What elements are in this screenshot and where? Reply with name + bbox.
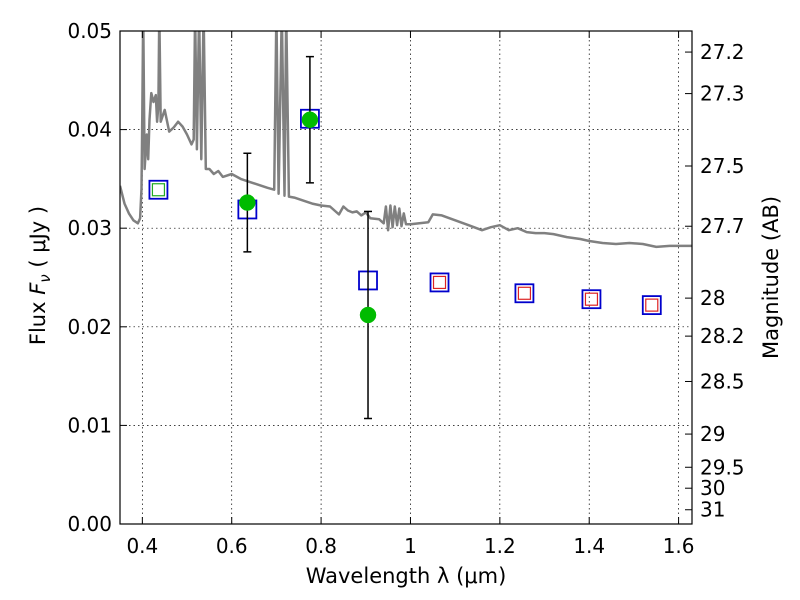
- model-point-inner: [645, 298, 659, 312]
- model-point: [641, 295, 662, 316]
- grid-lines: [120, 31, 692, 524]
- y-tick-label: 0.03: [67, 216, 112, 240]
- x-tick-label: 1: [404, 534, 417, 558]
- spectrum-series: [120, 31, 692, 249]
- y-tick-label: 0.00: [67, 512, 112, 536]
- y2-tick-label: 30: [700, 476, 725, 500]
- y2-tick-label: 27.3: [700, 82, 745, 106]
- axis-ticks: 0.4 0.6 0.8 1 1.2 1.4 1.6 0.00 0.01 0.02 0.03 0.04 0…: [67, 19, 744, 558]
- y-tick-label: 0.02: [67, 315, 112, 339]
- model-point: [429, 272, 450, 293]
- y-axis-label: Flux Fν ( μJy ): [26, 206, 54, 345]
- x-tick-label: 0.6: [216, 534, 248, 558]
- model-point: [148, 179, 169, 200]
- model-point-inner: [584, 292, 599, 306]
- observed-point: [301, 111, 319, 128]
- model-point: [581, 289, 602, 310]
- y2-tick-label: 27.2: [700, 40, 745, 64]
- y2-axis-label: Magnitude (AB): [759, 196, 783, 359]
- observed-point: [239, 194, 256, 211]
- model-point: [514, 283, 535, 304]
- y-tick-label: 0.01: [67, 413, 112, 437]
- observed-point: [359, 306, 377, 324]
- model-point-inner: [517, 286, 532, 300]
- plot-frame: [119, 30, 693, 525]
- x-tick-label: 1.4: [573, 534, 605, 558]
- x-tick-label: 0.4: [126, 534, 158, 558]
- y2-tick-label: 27.7: [700, 214, 745, 238]
- y2-tick-label: 28: [700, 286, 725, 310]
- y2-tick-label: 27.5: [700, 154, 745, 178]
- observed-series: [239, 111, 377, 324]
- errorbar-series: [243, 55, 373, 420]
- y-tick-label: 0.05: [67, 19, 112, 43]
- model-series: [148, 108, 662, 316]
- x-tick-label: 1.6: [663, 534, 695, 558]
- spectrum-line: [120, 31, 692, 249]
- x-tick-label: 1.2: [484, 534, 516, 558]
- y2-tick-label: 29: [700, 422, 725, 446]
- y-tick-label: 0.04: [67, 118, 112, 142]
- model-point-inner: [151, 183, 166, 197]
- y2-tick-label: 29.5: [700, 455, 745, 479]
- model-point-inner: [432, 275, 447, 290]
- y2-tick-label: 31: [700, 498, 725, 522]
- y2-tick-label: 28.2: [700, 324, 745, 348]
- x-axis-label: Wavelength λ (μm): [306, 564, 507, 588]
- x-tick-label: 0.8: [305, 534, 337, 558]
- y2-tick-label: 28.5: [700, 369, 745, 393]
